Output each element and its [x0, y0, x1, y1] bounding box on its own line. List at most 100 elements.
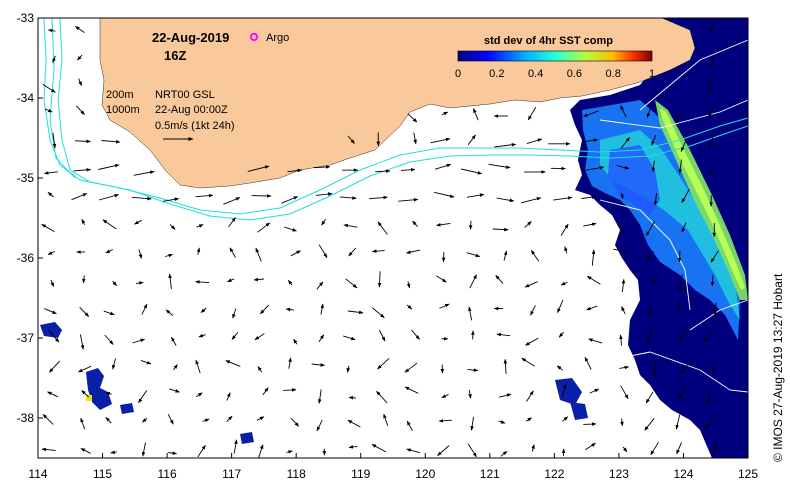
current-arrow: [377, 357, 390, 370]
lon-tick-label: 114: [28, 467, 47, 481]
current-arrow: [708, 54, 715, 68]
current-arrow: [47, 250, 56, 256]
current-arrow: [377, 221, 388, 235]
current-arrow: [81, 218, 86, 225]
current-arrow: [44, 308, 57, 315]
current-arrow: [439, 303, 450, 309]
current-arrow: [346, 365, 351, 373]
lon-tick-label: 116: [158, 467, 177, 481]
current-arrow: [371, 249, 385, 253]
current-arrow: [383, 413, 389, 427]
current-arrow: [470, 416, 474, 431]
current-arrow: [376, 390, 388, 404]
lon-tick-label: 117: [222, 467, 241, 481]
current-arrow: [257, 366, 263, 373]
current-arrow: [195, 193, 214, 198]
current-arrow: [105, 391, 112, 396]
current-arrow: [41, 223, 55, 232]
current-arrow: [710, 250, 719, 263]
current-arrow: [202, 418, 210, 423]
lat-tick-label: -36: [17, 251, 35, 265]
current-arrow: [317, 389, 322, 404]
current-arrow: [496, 332, 511, 337]
current-arrow: [411, 329, 420, 340]
current-arrow: [369, 195, 388, 200]
current-arrow: [293, 338, 298, 345]
current-arrow: [678, 386, 687, 400]
current-arrow: [228, 217, 236, 228]
current-arrow: [138, 249, 143, 259]
current-arrow: [286, 450, 293, 454]
current-arrow: [441, 393, 449, 399]
current-arrow: [195, 280, 210, 284]
contour-200m: [43, 17, 749, 215]
current-arrow: [404, 386, 419, 394]
current-arrow: [378, 329, 386, 342]
current-arrow: [348, 247, 357, 257]
current-arrow: [521, 357, 536, 367]
patch-7: [240, 432, 254, 444]
current-arrow: [47, 28, 56, 33]
current-arrow: [469, 274, 478, 289]
current-arrow: [583, 422, 597, 426]
lon-tick-label: 120: [415, 467, 435, 481]
current-arrow: [703, 330, 713, 343]
current-arrow: [285, 307, 294, 312]
patch-3: [40, 322, 62, 338]
current-arrow: [498, 420, 506, 424]
current-arrow: [530, 250, 540, 262]
current-arrow: [371, 443, 387, 453]
current-arrow: [621, 306, 626, 315]
current-arrow: [400, 167, 416, 172]
current-arrow: [582, 138, 599, 143]
current-arrow: [254, 333, 265, 341]
current-arrow: [233, 439, 238, 454]
current-arrow: [652, 274, 659, 285]
current-arrow: [646, 327, 653, 345]
current-arrow: [42, 83, 56, 93]
current-arrow: [258, 444, 264, 458]
current-arrow: [287, 168, 303, 173]
current-arrow: [255, 247, 262, 262]
current-arrow: [560, 223, 569, 236]
current-arrow: [496, 197, 515, 203]
current-arrow: [708, 21, 715, 35]
ssh-line-5: [599, 99, 749, 129]
current-arrow: [468, 306, 473, 321]
sst-front-bright: [660, 108, 745, 290]
map-date: 22-Aug-2019: [152, 30, 229, 45]
ssh-lines: [599, 39, 749, 393]
current-arrow: [708, 105, 715, 118]
current-arrow: [198, 333, 206, 338]
product-time: 22-Aug 00:00Z: [155, 104, 228, 116]
west-data-patches: [40, 322, 588, 444]
current-arrow: [466, 193, 485, 198]
colorbar-tick-label: 0.8: [606, 68, 621, 80]
current-arrow: [676, 442, 682, 455]
current-arrow: [708, 165, 716, 175]
lon-tick-label: 125: [738, 467, 758, 481]
current-arrow: [467, 443, 477, 458]
current-arrow: [468, 220, 473, 230]
current-arrow: [407, 113, 418, 123]
current-arrow: [531, 444, 535, 452]
current-arrow: [290, 417, 300, 427]
current-arrow: [311, 363, 325, 367]
current-arrow: [253, 277, 264, 282]
current-arrow: [591, 249, 596, 266]
current-arrow: [678, 274, 683, 292]
contour-extra: [49, 17, 76, 179]
current-arrow: [653, 193, 658, 206]
current-arrow: [226, 415, 233, 423]
current-arrow: [680, 364, 688, 374]
current-arrow: [260, 304, 270, 315]
current-arrow: [619, 222, 625, 235]
current-arrow: [398, 197, 419, 202]
lon-tick-label: 124: [673, 467, 693, 481]
colorbar-tick-label: 0.2: [489, 68, 504, 80]
current-arrow: [80, 448, 91, 454]
sst-data-layer: [570, 18, 748, 458]
current-arrow: [556, 365, 563, 371]
current-arrow: [616, 165, 630, 170]
current-vectors: [41, 21, 719, 458]
